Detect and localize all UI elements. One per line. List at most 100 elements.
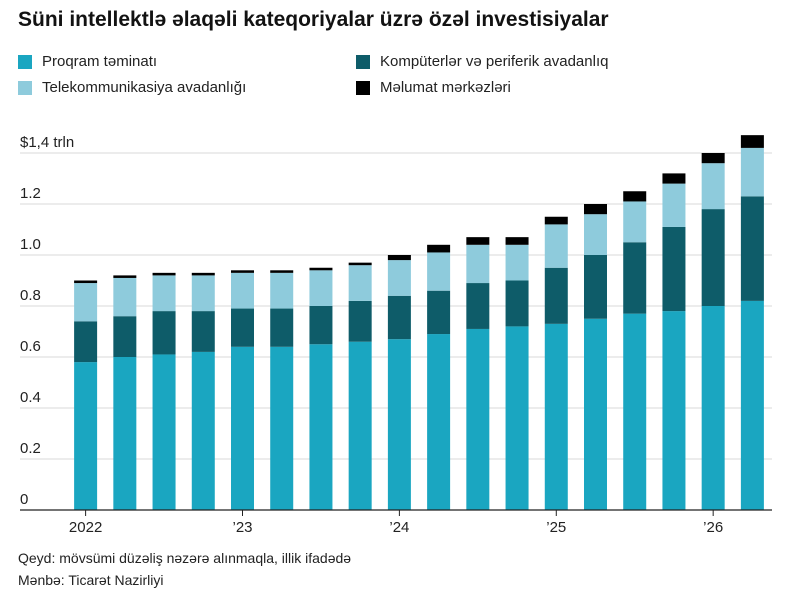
bar-segment-series-3 [427, 244, 451, 253]
bar-segment-series-0 [740, 300, 764, 510]
bar-segment-series-3 [701, 153, 725, 164]
bar-segment-series-1 [191, 311, 215, 352]
y-tick-label: 1.2 [20, 185, 41, 202]
bar-segment-series-3 [74, 280, 98, 284]
bar-segment-series-0 [466, 328, 490, 510]
legend-swatch-software [18, 54, 32, 69]
bar-segment-series-2 [348, 265, 372, 301]
bar-segment-series-2 [544, 224, 568, 268]
bar-segment-series-0 [701, 306, 725, 510]
y-tick-label: 1.0 [20, 236, 41, 253]
bar-segment-series-2 [74, 283, 98, 322]
bar-segment-series-3 [584, 204, 607, 215]
bar-segment-series-1 [701, 209, 725, 306]
legend-label-computers: Kompüterlər və periferik avadanlıq [380, 53, 609, 70]
bar-segment-series-0 [662, 311, 686, 510]
bar-segment-series-3 [466, 237, 490, 245]
bar-segment-series-3 [740, 135, 764, 148]
bar-segment-series-1 [387, 295, 411, 340]
bar-segment-series-2 [270, 272, 294, 309]
chart-source: Mənbə: Ticarət Nazirliyi [18, 572, 164, 588]
bar-segment-series-3 [348, 262, 372, 266]
bar-segment-series-0 [152, 354, 176, 510]
bar-segment-series-1 [231, 308, 254, 347]
bar-segment-series-2 [152, 275, 176, 312]
x-tick-label: ’23 [232, 519, 252, 536]
bar-segment-series-1 [623, 242, 647, 314]
legend-label-telecom: Telekommunikasiya avadanlığı [42, 79, 247, 96]
bar-segment-series-1 [152, 311, 176, 355]
legend-swatch-telecom [18, 80, 32, 95]
x-tick-label: ’26 [703, 519, 723, 536]
bar-segment-series-0 [544, 323, 568, 510]
x-tick-label: 2022 [69, 519, 102, 536]
bar-segment-series-3 [270, 270, 294, 273]
y-tick-label: 0.8 [20, 287, 41, 304]
y-tick-label: 0.2 [20, 440, 41, 457]
bar-segment-series-2 [231, 272, 254, 309]
bar-segment-series-1 [466, 283, 490, 329]
y-tick-label: 0 [20, 491, 28, 508]
bar-segment-series-1 [740, 196, 764, 301]
bar-segment-series-3 [623, 191, 647, 202]
bar-segment-series-2 [505, 244, 529, 281]
chart-title: Süni intellektlə əlaqəli kateqoriyalar ü… [18, 8, 609, 31]
bar-segment-series-2 [662, 183, 686, 227]
bar-segment-series-3 [113, 275, 137, 278]
x-tick-label: ’24 [389, 519, 409, 536]
y-tick-label: 0.4 [20, 389, 41, 406]
bar-segment-series-1 [74, 321, 98, 363]
bar-segment-series-1 [348, 300, 372, 342]
bar-segment-series-0 [427, 334, 451, 510]
bar-segment-series-0 [623, 313, 647, 510]
bar-segment-series-2 [309, 270, 333, 306]
bar-segment-series-3 [231, 270, 254, 273]
bar-segment-series-2 [623, 201, 647, 243]
bar-segment-series-3 [191, 272, 215, 276]
legend-label-software: Proqram təminatı [42, 53, 158, 70]
bar-segment-series-2 [701, 163, 725, 210]
bar-segment-series-2 [740, 147, 764, 197]
bar-segment-series-3 [387, 255, 411, 261]
bar-segment-series-3 [662, 173, 686, 184]
legend-label-datacenters: Məlumat mərkəzləri [380, 79, 511, 96]
bar-segment-series-0 [387, 339, 411, 510]
bar-segment-series-1 [662, 226, 686, 312]
legend-swatch-computers [356, 54, 370, 69]
bar-segment-series-0 [505, 326, 529, 510]
bar-segment-series-1 [427, 290, 451, 335]
bar-segment-series-0 [584, 318, 607, 510]
bar-segment-series-3 [152, 272, 176, 276]
bar-segment-series-2 [113, 277, 137, 317]
legend-item-datacenters: Məlumat mərkəzləri [356, 79, 511, 96]
legend-item-computers: Kompüterlər və periferik avadanlıq [356, 53, 608, 70]
bar-segment-series-3 [505, 237, 529, 245]
bar-segment-series-3 [544, 216, 568, 225]
legend-item-software: Proqram təminatı [18, 53, 157, 70]
bar-segment-series-0 [309, 344, 333, 510]
bar-segment-series-0 [231, 346, 254, 510]
bar-segment-series-1 [505, 280, 529, 327]
legend-item-telecom: Telekommunikasiya avadanlığı [18, 79, 246, 96]
bar-segment-series-2 [427, 252, 451, 291]
legend-swatch-datacenters [356, 80, 370, 95]
chart-note: Qeyd: mövsümi düzəliş nəzərə alınmaqla, … [18, 550, 352, 566]
bar-segment-series-0 [348, 341, 372, 510]
bar-segment-series-2 [584, 214, 607, 255]
y-tick-label: $1,4 trln [20, 134, 74, 151]
bar-segment-series-1 [584, 255, 607, 319]
bar-segment-series-3 [309, 267, 333, 271]
bar-segment-series-0 [270, 346, 294, 510]
bar-segment-series-1 [113, 316, 137, 357]
bar-segment-series-2 [466, 244, 490, 284]
bar-segment-series-0 [113, 357, 137, 510]
bar-segment-series-1 [270, 308, 294, 347]
bar-segment-series-1 [309, 306, 333, 345]
y-tick-label: 0.6 [20, 338, 41, 355]
bar-segment-series-2 [387, 260, 411, 296]
bar-segment-series-2 [191, 275, 215, 312]
x-tick-label: ’25 [546, 519, 566, 536]
bar-segment-series-0 [191, 351, 215, 510]
bar-segment-series-1 [544, 267, 568, 324]
